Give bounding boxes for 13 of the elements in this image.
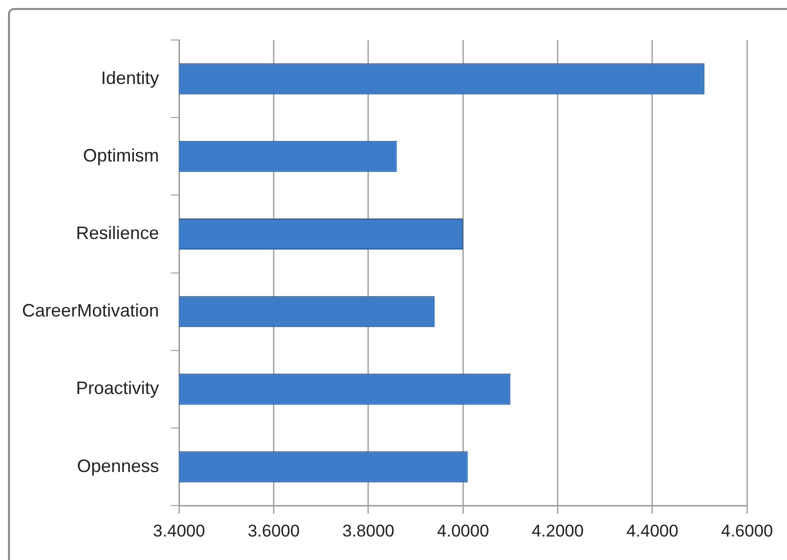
y-tick-label: Openness — [76, 456, 160, 476]
y-tick-label: Optimism — [83, 145, 160, 166]
x-tick-label: 3.6000 — [248, 521, 300, 540]
x-tick-label: 4.2000 — [532, 521, 584, 540]
y-tick-label: CareerMotivation — [22, 300, 160, 321]
x-tick-label: 4.4000 — [626, 521, 678, 540]
x-tick-label: 3.4000 — [153, 521, 206, 540]
y-tick-label: Resilience — [76, 222, 160, 243]
x-tick-label: 3.8000 — [342, 521, 394, 540]
x-tick-label: 4.6000 — [721, 521, 773, 540]
x-tick-label: 4.0000 — [437, 521, 490, 540]
y-tick-label: Proactivity — [76, 378, 160, 398]
y-tick-label: Identity — [101, 68, 160, 88]
